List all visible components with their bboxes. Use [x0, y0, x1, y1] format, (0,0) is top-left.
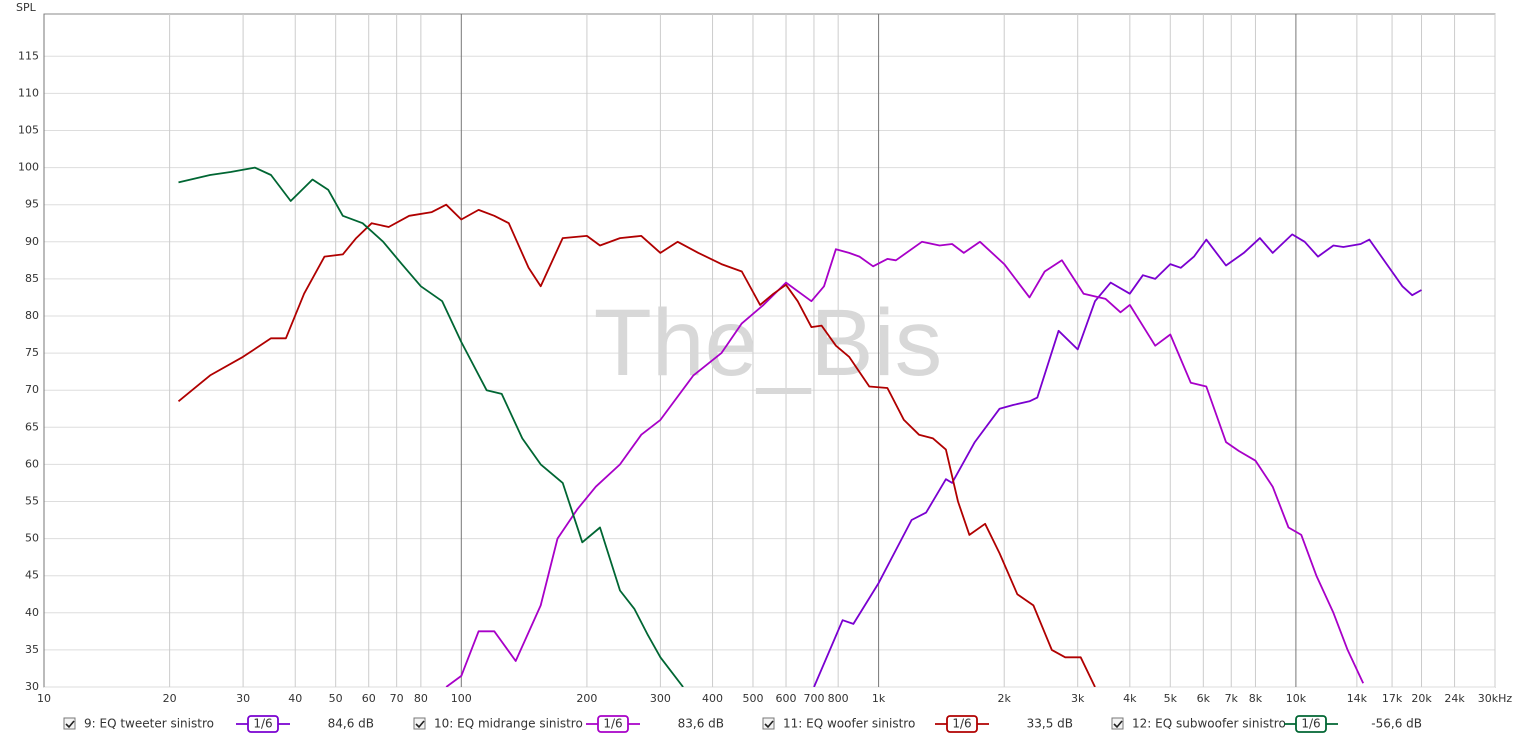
grid	[43, 14, 1496, 688]
series-line	[813, 233, 1422, 687]
legend-level: 83,6 dB	[678, 717, 724, 731]
y-tick-label: 40	[25, 606, 39, 619]
series-line	[178, 166, 684, 687]
plot-area	[43, 13, 1496, 688]
x-tick-label: 4k	[1123, 692, 1137, 705]
x-tick-label: 14k	[1347, 692, 1368, 705]
x-tick-label: 300	[650, 692, 671, 705]
legend-checkbox[interactable]	[1111, 717, 1124, 730]
y-tick-label: 65	[25, 420, 39, 433]
y-tick-label: 95	[25, 198, 39, 211]
legend-smoothing-box[interactable]	[247, 715, 279, 733]
x-tick-label: 7k	[1225, 692, 1239, 705]
x-tick-label: 500	[742, 692, 763, 705]
legend-level: 33,5 dB	[1027, 717, 1073, 731]
y-tick-label: 110	[18, 86, 39, 99]
legend-checkbox[interactable]	[63, 717, 76, 730]
x-tick-label: 20	[163, 692, 177, 705]
x-tick-label: 24k	[1444, 692, 1465, 705]
x-tick-label: 50	[329, 692, 343, 705]
y-tick-label: 45	[25, 569, 39, 582]
x-tick-label: 700	[803, 692, 824, 705]
legend-label: 10: EQ midrange sinistro	[434, 717, 583, 731]
y-tick-label: 105	[18, 123, 39, 136]
legend-label: 9: EQ tweeter sinistro	[84, 717, 214, 731]
legend-checkbox[interactable]	[413, 717, 426, 730]
x-tick-label: 200	[576, 692, 597, 705]
x-tick-label: 6k	[1197, 692, 1211, 705]
y-tick-label: 100	[18, 161, 39, 174]
x-tick-label: 1k	[872, 692, 886, 705]
x-tick-label: 20k	[1411, 692, 1432, 705]
y-tick-label: 80	[25, 309, 39, 322]
x-tick-label: 70	[390, 692, 404, 705]
y-tick-label: 90	[25, 235, 39, 248]
legend-checkbox[interactable]	[762, 717, 775, 730]
x-tick-label: 8k	[1249, 692, 1263, 705]
x-tick-label: 3k	[1071, 692, 1085, 705]
legend-check	[415, 720, 425, 729]
series-line	[177, 203, 1096, 687]
y-tick-label: 115	[18, 49, 39, 62]
x-tick-label: 5k	[1164, 692, 1178, 705]
y-tick-label: 70	[25, 383, 39, 396]
y-tick-label: 85	[25, 272, 39, 285]
legend-check	[1113, 720, 1123, 729]
y-tick-label: 35	[25, 643, 39, 656]
x-tick-label: 100	[451, 692, 472, 705]
legend-check	[65, 720, 75, 729]
legend-smoothing: 1/6	[1301, 717, 1320, 731]
legend-label: 12: EQ subwoofer sinistro	[1132, 717, 1286, 731]
x-tick-label: 2k	[998, 692, 1012, 705]
y-tick-label: 60	[25, 457, 39, 470]
x-tick-label: 30	[236, 692, 250, 705]
legend-smoothing-box[interactable]	[946, 715, 978, 733]
legend-smoothing-box[interactable]	[1295, 715, 1327, 733]
y-tick-label: 55	[25, 494, 39, 507]
legend-level: 84,6 dB	[328, 717, 374, 731]
y-tick-label: 75	[25, 346, 39, 359]
legend-smoothing-box[interactable]	[597, 715, 629, 733]
y-tick-label: 50	[25, 532, 39, 545]
legend-smoothing: 1/6	[952, 717, 971, 731]
x-tick-label: 800	[828, 692, 849, 705]
x-tick-label: 30kHz	[1478, 692, 1513, 705]
x-tick-label: 17k	[1382, 692, 1403, 705]
x-tick-label: 40	[288, 692, 302, 705]
x-tick-label: 10	[37, 692, 51, 705]
legend-label: 11: EQ woofer sinistro	[783, 717, 915, 731]
x-tick-label: 10k	[1286, 692, 1307, 705]
x-tick-label: 80	[414, 692, 428, 705]
x-tick-label: 60	[362, 692, 376, 705]
y-tick-label: 30	[25, 680, 39, 693]
watermark: The_Bis	[594, 290, 943, 396]
x-tick-label: 400	[702, 692, 723, 705]
series-line	[445, 240, 1365, 687]
y-axis-label: SPL	[16, 1, 37, 14]
legend-level: -56,6 dB	[1371, 717, 1422, 731]
legend-smoothing: 1/6	[253, 717, 272, 731]
legend-smoothing: 1/6	[603, 717, 622, 731]
legend-check	[764, 720, 774, 729]
x-tick-label: 600	[776, 692, 797, 705]
